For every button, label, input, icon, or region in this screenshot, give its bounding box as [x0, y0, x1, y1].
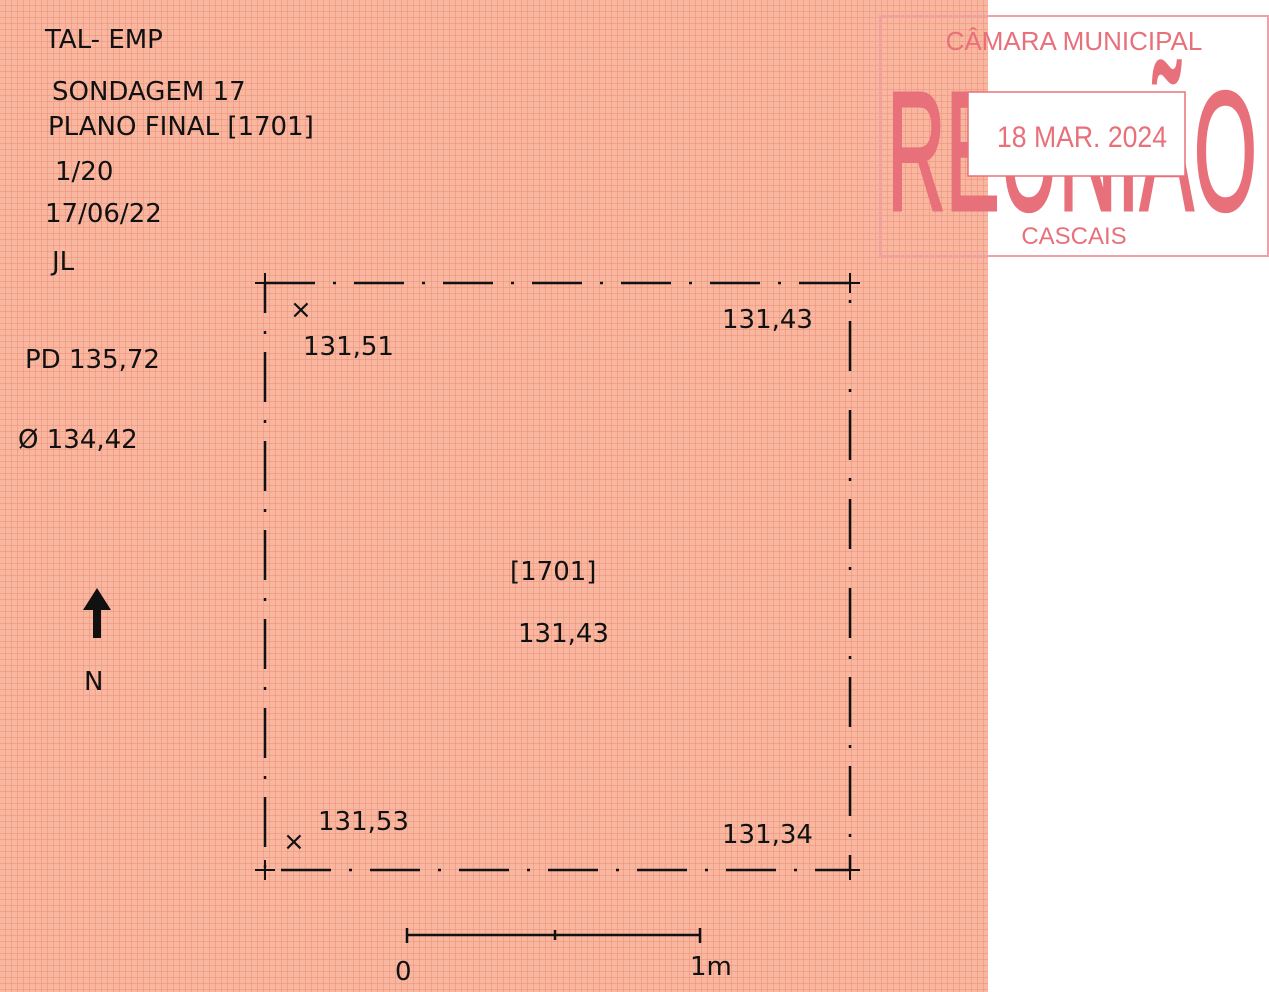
- header-line: TAL- EMP: [44, 25, 163, 55]
- point-mark: ×: [283, 827, 305, 857]
- north-arrow: [83, 588, 111, 638]
- header-line: JL: [50, 247, 75, 277]
- corner-level: 131,53: [318, 807, 409, 837]
- corner-level: 131,43: [722, 305, 813, 335]
- stamp-date: 18 MAR. 2024: [997, 121, 1167, 154]
- stamp-top: CÂMARA MUNICIPAL: [946, 26, 1203, 56]
- header-line: 1/20: [55, 157, 113, 187]
- stamp: CÂMARA MUNICIPAL REUNIÃO 18 MAR. 2024 CA…: [879, 15, 1269, 257]
- corner-level: 131,51: [303, 332, 394, 362]
- stamp-big: REUNIÃO: [887, 57, 1257, 247]
- north-label: N: [84, 667, 103, 697]
- graph-paper: [0, 0, 988, 992]
- header-line: PLANO FINAL [1701]: [48, 112, 314, 142]
- trench-outline: [263, 281, 852, 872]
- context-label: [1701]: [510, 557, 596, 587]
- scale-bar: [405, 928, 702, 943]
- scale-label: 1m: [690, 952, 732, 982]
- corner-level: 131,34: [722, 820, 813, 850]
- header-line: SONDAGEM 17: [52, 77, 246, 107]
- header: TAL- EMP SONDAGEM 17 PLANO FINAL [1701] …: [44, 25, 314, 277]
- note: Ø 134,42: [18, 425, 138, 455]
- scale-label: 0: [395, 957, 412, 987]
- stamp-border: [879, 15, 1269, 257]
- context-level: 131,43: [518, 619, 609, 649]
- stamp-bottom: CASCAIS: [1021, 223, 1126, 250]
- note: PD 135,72: [25, 345, 160, 375]
- stamp-date-box: [967, 91, 1186, 177]
- corner-marks: [255, 273, 860, 880]
- point-mark: ×: [290, 295, 312, 325]
- header-line: 17/06/22: [45, 199, 162, 229]
